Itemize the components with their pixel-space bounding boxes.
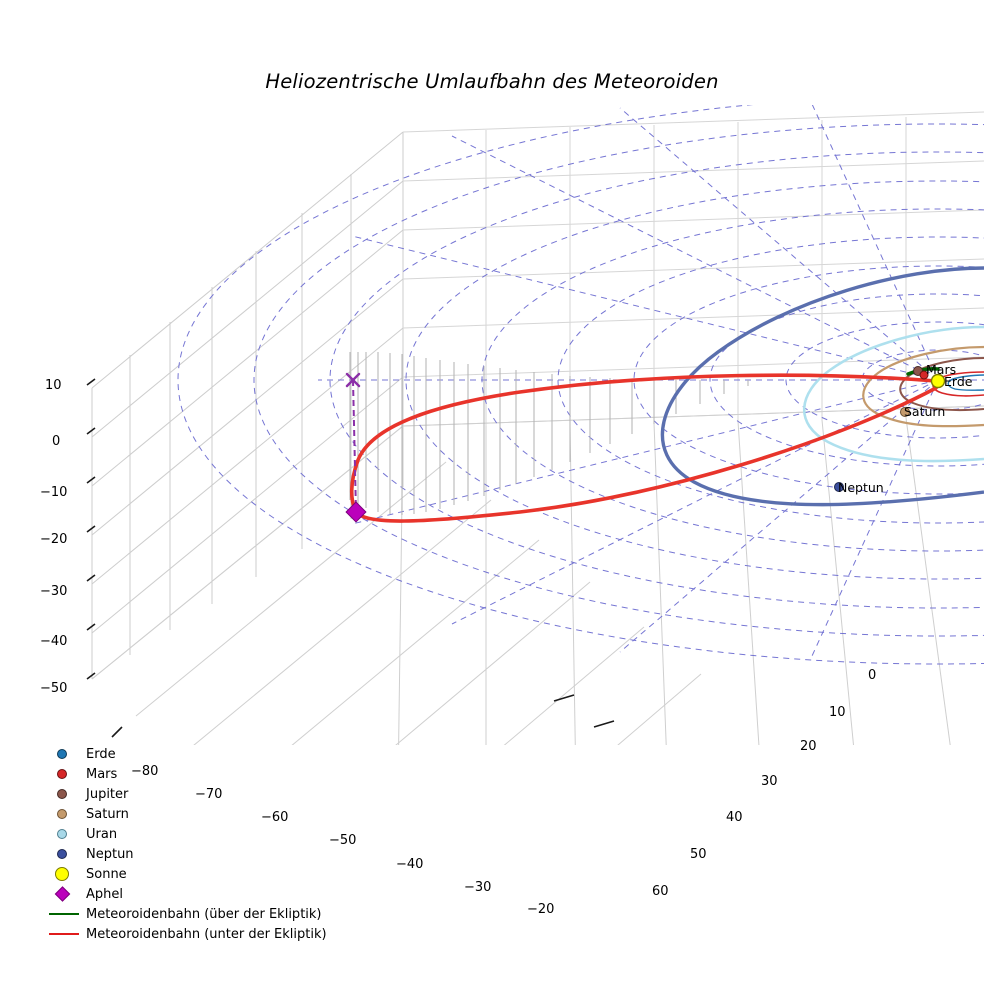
saturn-marker-icon (46, 804, 80, 824)
aphel-marker (345, 501, 367, 523)
y-tick-label: 20 (800, 739, 817, 754)
orbit-saturn (862, 345, 984, 428)
y-tick-label: 60 (652, 884, 669, 899)
legend-label: Meteoroidenbahn (über der Ekliptik) (86, 906, 322, 922)
orbit-mars (932, 371, 984, 397)
x-tick-label: −80 (131, 764, 159, 779)
y-tick-label: 50 (690, 847, 707, 862)
legend-label: Jupiter (86, 786, 129, 802)
legend-item-uran[interactable]: Uran (46, 824, 346, 844)
sun-marker (930, 373, 946, 389)
pane-floor (91, 405, 984, 745)
legend-item-mars[interactable]: Mars (46, 764, 346, 784)
polar-grid (177, 105, 984, 665)
z-tick-label: −50 (40, 681, 68, 696)
z-tick-label: −20 (40, 532, 68, 547)
legend-item-saturn[interactable]: Saturn (46, 804, 346, 824)
legend-label: Meteoroidenbahn (unter der Ekliptik) (86, 926, 327, 942)
x-tick-label: −30 (464, 880, 492, 895)
neptun-marker-icon (46, 844, 80, 864)
legend-label: Sonne (86, 866, 127, 882)
legend-item-erde[interactable]: Erde (46, 744, 346, 764)
planet-dot-neptun (834, 482, 844, 492)
legend-label: Aphel (86, 886, 123, 902)
aphel-projection (345, 372, 367, 523)
y-tick-label: 40 (726, 810, 743, 825)
x-tick-label: −20 (527, 902, 555, 917)
mars-marker-icon (46, 764, 80, 784)
legend-label: Erde (86, 746, 116, 762)
y-tick-label: 30 (761, 774, 778, 789)
planet-dot-saturn (900, 407, 910, 417)
annotation-erde: Erde (944, 374, 973, 389)
z-tick-label: 0 (52, 434, 61, 449)
legend-item-aphel[interactable]: Aphel (46, 884, 346, 904)
planet-orbits (660, 266, 984, 507)
meteoroid-orbit-below (349, 373, 938, 523)
planet-dot-mars (919, 370, 929, 380)
z-tick-label: −30 (40, 584, 68, 599)
aphel-marker-icon (46, 884, 80, 904)
erde-marker-icon (46, 744, 80, 764)
legend-item-sonne[interactable]: Sonne (46, 864, 346, 884)
x-tick-label: −40 (396, 857, 424, 872)
legend-label: Neptun (86, 846, 134, 862)
solar-system-center (834, 366, 946, 492)
orbit-above-line-icon (46, 904, 80, 924)
orbit-uran (802, 325, 984, 463)
orbit-jupiter (899, 357, 984, 412)
orbit-below-line-icon (46, 924, 80, 944)
legend-item-orbit-below[interactable]: Meteoroidenbahn (unter der Ekliptik) (46, 924, 346, 944)
annotation-saturn: Saturn (904, 404, 946, 419)
sonne-marker-icon (46, 864, 80, 884)
y-tick-label: 0 (868, 668, 877, 683)
legend-label: Saturn (86, 806, 129, 822)
legend-item-orbit-above[interactable]: Meteoroidenbahn (über der Ekliptik) (46, 904, 346, 924)
z-tick-label: 10 (45, 378, 62, 393)
z-tick-label: −10 (40, 485, 68, 500)
y-tick-label: 10 (829, 705, 846, 720)
axis-ticks (86, 378, 615, 738)
x-tick-label: −70 (195, 787, 223, 802)
page-title: Heliozentrische Umlaufbahn des Meteoroid… (265, 70, 719, 93)
pane-back-left (91, 131, 404, 680)
z-tick-label: −40 (40, 634, 68, 649)
x-tick-label: −50 (329, 833, 357, 848)
uran-marker-icon (46, 824, 80, 844)
annotation-neptun: Neptun (838, 480, 884, 495)
meteoroid-orbit-above (906, 367, 940, 376)
aphel-projection-x-icon (345, 372, 361, 388)
legend-label: Uran (86, 826, 118, 842)
jupiter-marker-icon (46, 784, 80, 804)
orbit-erde (947, 374, 984, 391)
x-tick-label: −60 (261, 810, 289, 825)
legend-item-neptun[interactable]: Neptun (46, 844, 346, 864)
orbit-neptun (660, 266, 984, 507)
annotation-mars: Mars (926, 362, 957, 377)
orbit-stems (349, 352, 749, 515)
legend: Erde Mars Jupiter Saturn Uran (46, 744, 346, 944)
legend-label: Mars (86, 766, 118, 782)
legend-item-jupiter[interactable]: Jupiter (46, 784, 346, 804)
